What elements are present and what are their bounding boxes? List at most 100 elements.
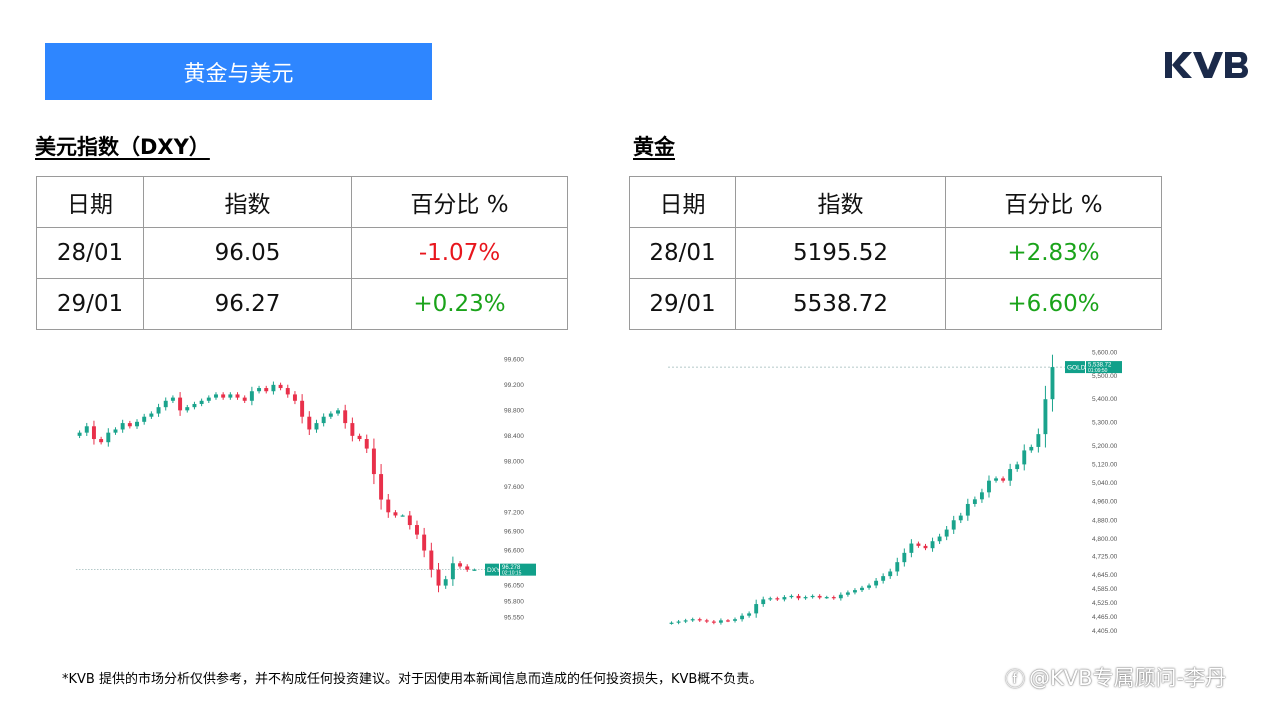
candle-body [860,587,864,591]
candle-body [824,597,829,599]
candle-body [1015,464,1020,470]
candle-body [393,512,398,516]
table-row: 29/01 5538.72 +6.60% [629,278,1162,330]
candle-body [972,499,977,504]
candle-body [84,426,89,433]
candle-body [909,543,914,553]
candle-body [407,515,412,526]
dxy-table: 日期 指数 百分比 % 28/01 96.05 -1.07% 29/01 96.… [36,176,568,330]
y-tick-label: 5,040.00 [1092,480,1118,487]
y-tick-label: 4,405.00 [1092,628,1118,635]
candle-body [214,394,218,398]
y-tick-label: 4,880.00 [1092,517,1118,524]
y-tick-label: 5,500.00 [1092,373,1118,380]
y-tick-label: 5,200.00 [1092,443,1118,450]
cell-percent: +2.83% [945,227,1162,279]
countdown-label: 01:09:50 [1088,368,1108,374]
candle-body [768,598,773,600]
price-label: 5,538.72 [1088,363,1112,369]
candle-body [937,536,942,542]
candle-body [221,394,226,398]
candle-body [436,569,441,586]
candle-body [91,426,96,440]
table-row: 28/01 96.05 -1.07% [36,227,568,279]
candle-body [285,388,290,395]
candle-body [754,604,759,614]
candle-body [422,534,427,551]
candle-body [747,613,752,616]
watermark: ⓕ @KVB专属顾问-李丹 [1005,662,1226,692]
candle-body [1001,478,1006,481]
cell-value: 96.27 [143,278,352,330]
cell-percent: +6.60% [945,278,1162,330]
candle-body [881,576,886,581]
candle-body [1036,434,1041,447]
candle-body [965,503,970,516]
candle-body [357,435,362,440]
kvb-logo [1165,52,1249,78]
candle-body [228,394,233,398]
candle-body [1050,367,1055,400]
price-tag [1086,361,1122,374]
candle-body [264,388,269,392]
candle-body [450,563,455,580]
y-tick-label: 97.200 [504,509,524,516]
header-index: 指数 [735,176,946,228]
candle-body [775,598,780,600]
gold-heading: 黄金 [633,135,675,159]
candle-body [1029,446,1034,451]
candle-body [415,525,419,535]
candle-body [987,480,991,493]
candle-body [77,432,82,436]
candle-body [443,579,448,586]
symbol-tag [485,563,499,576]
disclaimer-footnote: *KVB 提供的市场分析仅供参考，并不构成任何投资建议。对于因使用本新闻信息而造… [62,672,763,687]
y-tick-label: 5,400.00 [1092,396,1118,403]
candle-body [99,439,104,443]
y-tick-label: 4,645.00 [1092,572,1118,579]
y-tick-label: 98.800 [504,407,524,414]
y-tick-label: 98.000 [504,458,524,465]
table-row: 29/01 96.27 +0.23% [36,278,568,330]
candle-body [199,400,204,404]
candle-body [831,597,836,599]
candle-body [249,391,254,401]
candle-body [923,545,928,549]
cell-value: 5538.72 [735,278,946,330]
price-tag [500,563,536,576]
candle-body [1043,399,1048,435]
candle-body [761,599,766,605]
candle-body [364,439,369,449]
cell-date: 28/01 [629,227,736,279]
cell-date: 29/01 [629,278,736,330]
candle-body [838,594,843,599]
candle-body [979,492,984,500]
candle-body [149,413,154,417]
candle-body [676,621,681,623]
candle-body [106,432,111,443]
table-header-row: 日期 指数 百分比 % [36,176,568,228]
candle-body [810,595,815,598]
candle-body [328,413,333,417]
candle-body [944,529,949,537]
candle-body [235,394,240,398]
y-tick-label: 96.050 [504,583,524,590]
candle-body [371,448,376,475]
candle-body [853,590,857,593]
y-tick-label: 4,725.00 [1092,553,1118,560]
candle-body [874,580,879,586]
y-tick-label: 95.800 [504,599,524,606]
candle-body [817,595,822,598]
y-tick-label: 4,465.00 [1092,614,1118,621]
candle-body [458,563,463,567]
countdown-label: 02:10:15 [502,571,522,577]
weibo-icon: ⓕ [1005,666,1025,691]
y-tick-label: 5,120.00 [1092,461,1118,468]
candle-body [465,566,470,570]
candle-body [170,397,175,401]
cell-value: 5195.52 [735,227,946,279]
candle-body [845,592,850,595]
candle-body [718,620,723,623]
candle-body [278,384,283,389]
slide-title: 黄金与美元 [45,43,432,100]
